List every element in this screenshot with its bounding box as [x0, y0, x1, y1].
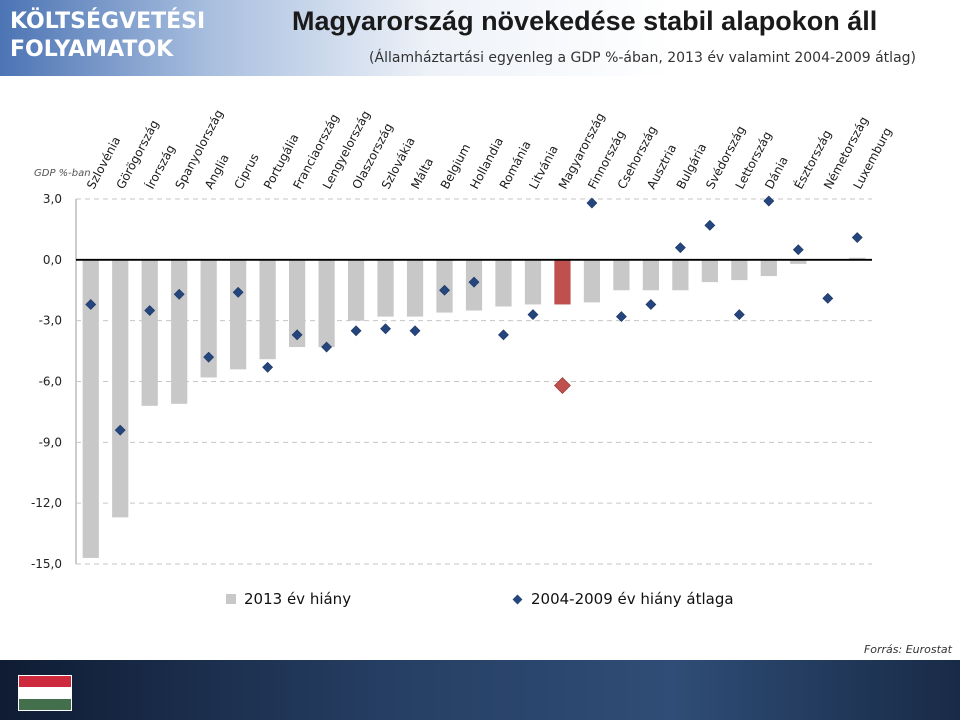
marker-layer [76, 195, 872, 436]
bar-25 [790, 259, 807, 264]
bar-23 [731, 259, 748, 281]
bar-1 [82, 259, 99, 558]
bar-9 [318, 259, 335, 348]
bar-24 [760, 259, 777, 277]
marker-7 [262, 361, 274, 373]
x-tick-label: Málta [408, 156, 436, 192]
y-tick-label: -9,0 [39, 435, 62, 449]
bar-4 [171, 259, 188, 404]
bar-11 [377, 259, 394, 317]
marker-1 [85, 299, 97, 310]
marker-27 [851, 232, 863, 243]
legend-item-bars: 2013 év hiány [226, 590, 351, 608]
flag-stripe-green [19, 698, 71, 710]
marker-6 [232, 286, 244, 298]
bar-8 [289, 259, 306, 348]
bar-10 [347, 259, 365, 321]
marker-16 [527, 309, 539, 321]
marker-4 [173, 288, 185, 300]
marker-26 [822, 292, 834, 304]
bar-2 [112, 259, 129, 518]
flag-stripe-red [19, 676, 71, 688]
flag-stripe-white [19, 687, 71, 699]
legend-bar-swatch [226, 594, 236, 604]
page-subtitle: (Államháztartási egyenleg a GDP %-ában, … [369, 50, 916, 66]
bar-18 [583, 259, 601, 303]
marker-10 [350, 325, 362, 337]
y-tick-label: -3,0 [39, 314, 62, 328]
legend-marker-swatch [512, 594, 523, 604]
y-tick-label: 3,0 [43, 192, 62, 206]
marker-22 [704, 219, 716, 231]
marker-5 [203, 351, 215, 363]
header-band [0, 0, 960, 76]
y-tick-label: -15,0 [31, 557, 62, 571]
marker-20 [645, 299, 657, 310]
x-tick-labels: SzlovéniaGörögországÍrországSpanyolorszá… [84, 107, 895, 191]
marker-25 [792, 244, 804, 256]
bar-27 [849, 257, 866, 260]
legend-marker-label: 2004-2009 év hiány átlaga [531, 590, 734, 608]
bar-3 [141, 259, 158, 406]
y-axis-unit-label: GDP %-ban [34, 168, 91, 179]
source-note: Forrás: Eurostat [863, 643, 952, 656]
marker-14 [468, 276, 480, 288]
legend-item-markers: 2004-2009 év hiány átlaga [512, 590, 734, 608]
deficit-chart: 3,0 0,0 -3,0 -6,0 -9,0 -12,0 -15,0 SzlovéniaGö… [31, 107, 895, 571]
bar-19 [613, 259, 630, 291]
marker-8 [291, 329, 303, 341]
x-tick-label: Anglia [202, 152, 232, 192]
marker-15 [498, 329, 509, 341]
y-tick-label: -12,0 [31, 496, 62, 510]
marker-12 [409, 325, 421, 337]
grid-layer [75, 198, 872, 565]
y-tick-label: 0,0 [43, 253, 62, 267]
legend-bar-label: 2013 év hiány [244, 590, 352, 608]
y-tick-label: -6,0 [39, 375, 62, 389]
marker-13 [439, 284, 450, 296]
marker-21 [674, 242, 686, 254]
marker-18 [586, 197, 598, 209]
bar-15 [495, 259, 512, 307]
bar-20 [642, 259, 659, 291]
marker-9 [321, 341, 333, 353]
page-title: Magyarország növekedése stabil alapokon … [292, 6, 878, 36]
footer-band [0, 660, 960, 720]
bar-5 [200, 259, 217, 378]
bar-22 [701, 259, 718, 283]
bar-12 [406, 259, 424, 317]
section-title: KÖLTSÉGVETÉSI FOLYAMATOK [10, 9, 206, 62]
bar-7 [259, 259, 276, 360]
marker-24 [763, 195, 775, 207]
marker-2 [114, 424, 126, 436]
bar-17 [554, 259, 571, 305]
bar-16 [524, 259, 542, 305]
bar-6 [230, 259, 247, 370]
marker-11 [380, 323, 391, 335]
bar-21 [672, 259, 689, 291]
x-tick-label: Dánia [762, 154, 791, 191]
marker-17 [554, 377, 571, 394]
marker-3 [144, 305, 156, 316]
hungary-flag-icon [18, 675, 72, 711]
marker-19 [615, 311, 627, 323]
bar-layer [82, 257, 866, 558]
y-tick-labels: 3,0 0,0 -3,0 -6,0 -9,0 -12,0 -15,0 [31, 192, 62, 571]
marker-23 [733, 309, 745, 321]
x-tick-label: Ciprus [231, 151, 261, 191]
